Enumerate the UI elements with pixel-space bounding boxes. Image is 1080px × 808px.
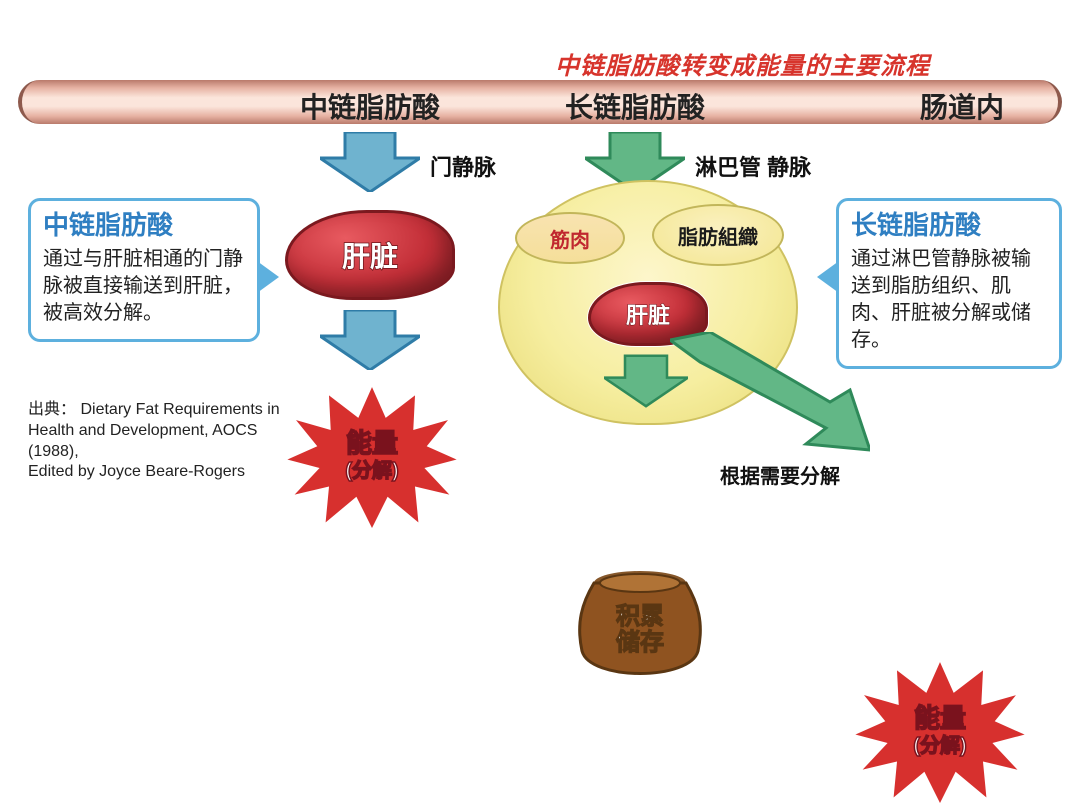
lct-energy-burst: 能量 (分解) — [850, 653, 1030, 808]
mct-energy-burst: 能量 (分解) — [282, 378, 462, 533]
lct-callout-title: 长链脂肪酸 — [851, 209, 1047, 242]
lct-arrow1-label: 淋巴管 静脉 — [695, 150, 811, 182]
mct-burst-line1: 能量 — [346, 428, 398, 458]
citation-prefix: 出典： — [28, 401, 76, 418]
lct-jar-line1: 积累 — [616, 603, 664, 630]
lct-side-note: 根据需要分解 — [720, 465, 840, 489]
lct-fat-oval: 脂肪組織 — [652, 204, 784, 266]
lct-fat-label: 脂肪組織 — [678, 221, 758, 250]
mct-callout-title: 中链脂肪酸 — [43, 209, 245, 242]
citation-line2: Health and Development, AOCS (1988), — [28, 422, 257, 460]
lct-liver-label: 肝脏 — [626, 298, 670, 330]
citation: 出典： Dietary Fat Requirements in Health a… — [28, 400, 288, 483]
tube-label-mct: 中链脂肪酸 — [300, 86, 440, 126]
lct-muscle-label: 筋肉 — [550, 224, 590, 253]
lct-body-oval: 筋肉 脂肪組織 肝脏 — [498, 180, 798, 425]
lct-burst-line2: (分解) — [913, 735, 966, 757]
mct-callout-body: 通过与肝脏相通的门静脉被直接输送到肝脏，被高效分解。 — [43, 246, 245, 327]
lct-callout-body: 通过淋巴管静脉被输送到脂肪组织、肌肉、肝脏被分解或储存。 — [851, 246, 1047, 354]
tube-label-intestine: 肠道内 — [920, 86, 1004, 126]
mct-callout: 中链脂肪酸 通过与肝脏相通的门静脉被直接输送到肝脏，被高效分解。 — [28, 198, 260, 342]
diagram-root: 中链脂肪酸转变成能量的主要流程 中链脂肪酸 长链脂肪酸 肠道内 门静脉 肝脏 能… — [0, 0, 1080, 565]
diagram-title: 中链脂肪酸转变成能量的主要流程 — [555, 46, 930, 81]
lct-burst-line1: 能量 — [914, 703, 966, 733]
citation-line1: Dietary Fat Requirements in — [80, 401, 279, 418]
citation-line3: Edited by Joyce Beare-Rogers — [28, 463, 245, 480]
mct-burst-line2: (分解) — [345, 460, 398, 482]
lct-jar-line2: 储存 — [616, 629, 664, 656]
mct-arrow-1 — [320, 132, 420, 192]
mct-arrow-2 — [320, 310, 420, 370]
intestine-tube — [18, 80, 1062, 124]
lct-muscle-oval: 筋肉 — [515, 212, 625, 264]
mct-arrow1-label: 门静脉 — [430, 150, 496, 182]
mct-liver: 肝脏 — [285, 210, 455, 300]
mct-liver-label: 肝脏 — [342, 235, 398, 275]
lct-jar: 积累 储存 — [570, 563, 710, 683]
tube-label-lct: 长链脂肪酸 — [565, 86, 705, 126]
lct-callout: 长链脂肪酸 通过淋巴管静脉被输送到脂肪组织、肌肉、肝脏被分解或储存。 — [836, 198, 1062, 369]
